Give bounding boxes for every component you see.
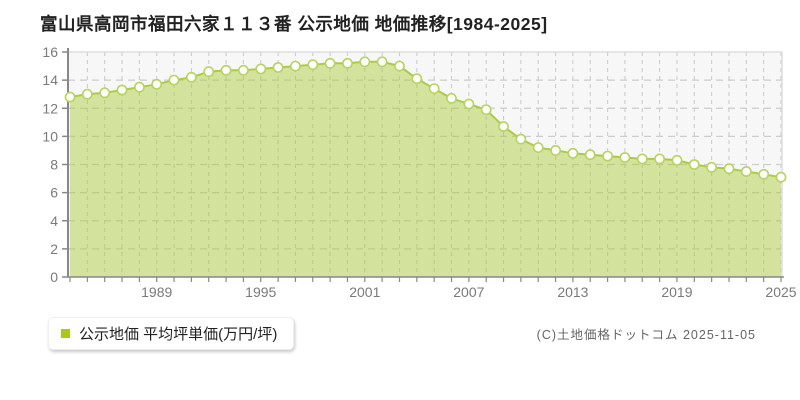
legend: 公示地価 平均坪単価(万円/坪) — [48, 317, 295, 350]
data-point — [706, 161, 717, 173]
gridlines — [68, 52, 782, 277]
y-tick-label: 4 — [50, 213, 58, 229]
data-point — [740, 166, 752, 177]
y-tick-label: 6 — [50, 185, 58, 201]
data-point — [237, 64, 249, 76]
data-point — [359, 56, 371, 68]
data-point — [463, 98, 475, 110]
data-point-markers — [64, 56, 787, 183]
data-point — [255, 63, 267, 75]
y-tick-label: 12 — [42, 100, 58, 116]
x-tick-label: 1995 — [245, 284, 276, 300]
series-area — [70, 61, 781, 277]
data-point — [550, 144, 561, 156]
data-point — [688, 159, 700, 170]
axes — [67, 48, 784, 278]
data-point — [185, 71, 197, 83]
data-point — [515, 133, 527, 145]
y-tick-label: 14 — [42, 72, 58, 88]
data-point — [151, 78, 163, 90]
price-chart-svg: 0 2 4 6 8 10 12 14 16 1989 1995 2001 2007 2013 2019 202… — [42, 44, 797, 300]
data-point — [758, 168, 770, 180]
data-point — [272, 62, 284, 73]
legend-label: 公示地価 平均坪単価(万円/坪) — [79, 326, 278, 343]
x-tick-label: 2019 — [661, 284, 692, 300]
data-point — [723, 163, 735, 175]
data-point — [480, 104, 492, 116]
data-point — [602, 150, 613, 162]
price-trend-chart: 0 2 4 6 8 10 12 14 16 1989 1995 2001 2007 2013 2019 202… — [42, 44, 797, 300]
data-point — [567, 147, 579, 159]
x-axis-ticks: 1989 1995 2001 2007 2013 2019 2025 — [69, 277, 797, 300]
data-point — [81, 88, 93, 100]
data-point — [671, 154, 683, 166]
data-point — [203, 66, 215, 78]
y-tick-label: 8 — [50, 157, 58, 173]
data-point — [446, 93, 457, 104]
data-point — [116, 84, 128, 96]
data-point — [307, 59, 319, 71]
y-tick-label: 10 — [42, 128, 58, 144]
data-point — [133, 81, 145, 93]
data-point — [775, 171, 787, 183]
page-title: 富山県高岡市福田六家１１３番 公示地価 地価推移[1984-2025] — [40, 14, 548, 34]
data-point — [324, 57, 336, 69]
data-point — [168, 74, 180, 86]
data-point — [411, 73, 423, 85]
data-point — [220, 64, 232, 76]
data-point — [99, 87, 111, 99]
data-point — [654, 153, 665, 165]
x-tick-label: 2001 — [349, 284, 380, 300]
copyright: (C)土地価格ドットコム 2025-11-05 — [536, 328, 756, 342]
x-tick-label: 2013 — [557, 284, 588, 300]
data-point — [584, 149, 596, 161]
data-point — [394, 60, 405, 72]
data-point — [289, 60, 301, 72]
data-point — [342, 57, 353, 69]
y-tick-label: 16 — [42, 44, 58, 60]
x-tick-label: 2025 — [765, 284, 796, 300]
data-point — [64, 91, 76, 103]
data-point — [619, 152, 631, 163]
y-tick-label: 2 — [50, 241, 58, 257]
y-axis-ticks: 0 2 4 6 8 10 12 14 16 — [42, 44, 68, 285]
data-point — [376, 56, 388, 68]
data-point — [636, 153, 648, 165]
x-tick-label: 1989 — [141, 284, 172, 300]
data-point — [428, 83, 440, 94]
y-tick-label: 0 — [50, 269, 58, 285]
x-tick-label: 2007 — [453, 284, 484, 300]
data-point — [532, 142, 544, 153]
legend-swatch-icon — [61, 329, 70, 338]
data-point — [498, 121, 509, 132]
